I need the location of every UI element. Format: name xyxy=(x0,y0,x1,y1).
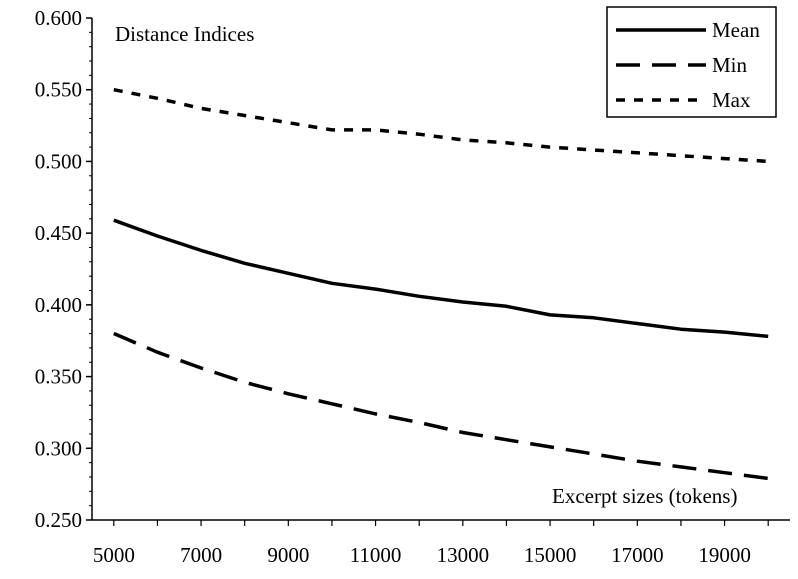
y-axis-title: Distance Indices xyxy=(115,22,254,46)
legend: Mean Min Max xyxy=(606,6,777,118)
x-tick-label: 5000 xyxy=(93,543,135,567)
legend-label-min: Min xyxy=(712,53,748,77)
series-line-min xyxy=(113,331,769,481)
x-tick-label: 19000 xyxy=(698,543,751,567)
series-line-mean xyxy=(113,218,769,339)
series-line-max xyxy=(113,87,769,164)
x-tick-label: 17000 xyxy=(611,543,664,567)
x-axis-title: Excerpt sizes (tokens) xyxy=(552,484,737,508)
y-tick-label: 0.400 xyxy=(35,293,82,317)
y-tick-label: 0.250 xyxy=(35,508,82,532)
x-tick-label: 13000 xyxy=(437,543,490,567)
legend-label-max: Max xyxy=(712,88,751,112)
x-tick-label: 7000 xyxy=(180,543,222,567)
y-tick-label: 0.550 xyxy=(35,78,82,102)
x-tick-label: 11000 xyxy=(350,543,402,567)
y-tick-label: 0.350 xyxy=(35,365,82,389)
y-tick-label: 0.450 xyxy=(35,221,82,245)
legend-label-mean: Mean xyxy=(712,18,760,42)
y-tick-label: 0.500 xyxy=(35,149,82,173)
y-tick-label: 0.300 xyxy=(35,436,82,460)
x-tick-label: 15000 xyxy=(524,543,577,567)
y-tick-label: 0.600 xyxy=(35,6,82,30)
x-tick-label: 9000 xyxy=(267,543,309,567)
